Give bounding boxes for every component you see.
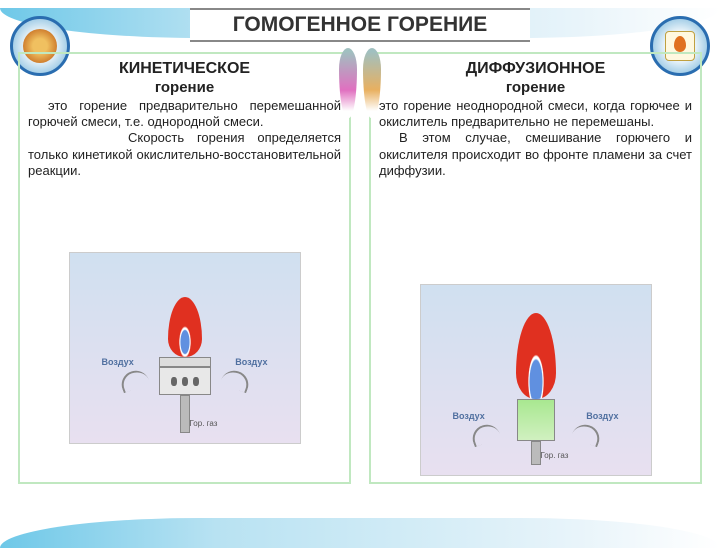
kinetic-air-left-label: Воздух	[102, 357, 134, 368]
kinetic-heading: КИНЕТИЧЕСКОЕ	[28, 59, 341, 79]
kinetic-column: КИНЕТИЧЕСКОЕ горение это горение предвар…	[18, 52, 351, 484]
kinetic-burner-icon	[159, 297, 211, 433]
kinetic-text-1: это горение предварительно перемешанной …	[28, 98, 341, 131]
diffusion-text-2: В этом случае, смешивание горючего и оки…	[379, 130, 692, 179]
arrow-left-icon	[117, 367, 149, 393]
diffusion-air-right-label: Воздух	[586, 411, 618, 422]
bottom-ribbon	[0, 518, 720, 548]
arrow-right-icon	[219, 367, 251, 393]
diffusion-gas-label: Гор. газ	[541, 451, 569, 461]
diffusion-subheading: горение	[379, 79, 692, 98]
diffusion-flame-icon	[516, 313, 556, 399]
page-title: ГОМОГЕННОЕ ГОРЕНИЕ	[190, 8, 530, 42]
kinetic-text-2: Скорость горения определяется только кин…	[28, 130, 341, 179]
diffusion-heading: ДИФФУЗИОННОЕ	[379, 59, 692, 79]
kinetic-gas-label: Гор. газ	[190, 419, 218, 429]
kinetic-diagram: Воздух Воздух Гор. газ	[69, 252, 301, 444]
kinetic-flame-icon	[168, 297, 202, 357]
diffusion-diagram: Воздух Воздух Гор. газ	[420, 284, 652, 476]
diffusion-column: ДИФФУЗИОННОЕ горение это горение неоднор…	[369, 52, 702, 484]
kinetic-subheading: горение	[28, 79, 341, 98]
diffusion-burner-icon	[516, 313, 556, 465]
arrow-right-icon	[570, 421, 602, 447]
diffusion-air-left-label: Воздух	[453, 411, 485, 422]
arrow-left-icon	[468, 421, 500, 447]
center-flames-icon	[339, 48, 381, 118]
diffusion-text-1: это горение неоднородной смеси, когда го…	[379, 98, 692, 131]
kinetic-air-right-label: Воздух	[235, 357, 267, 368]
